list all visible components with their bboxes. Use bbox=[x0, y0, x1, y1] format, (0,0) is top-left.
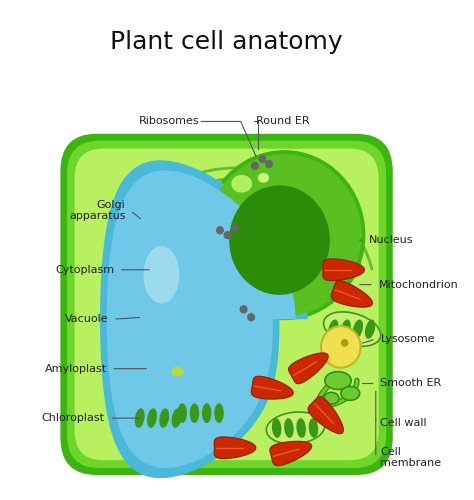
Ellipse shape bbox=[129, 402, 188, 434]
Ellipse shape bbox=[324, 312, 381, 346]
Circle shape bbox=[248, 314, 255, 320]
Ellipse shape bbox=[324, 392, 339, 404]
Ellipse shape bbox=[328, 320, 338, 338]
Ellipse shape bbox=[272, 418, 282, 438]
Text: Lysosome: Lysosome bbox=[381, 334, 435, 344]
Ellipse shape bbox=[365, 320, 375, 338]
Ellipse shape bbox=[147, 408, 157, 428]
Circle shape bbox=[224, 232, 231, 238]
Circle shape bbox=[266, 160, 273, 168]
Ellipse shape bbox=[141, 222, 214, 232]
Ellipse shape bbox=[258, 173, 269, 183]
Ellipse shape bbox=[229, 186, 330, 295]
Ellipse shape bbox=[341, 339, 348, 347]
Text: Vacuole: Vacuole bbox=[65, 314, 109, 324]
Text: Ribosomes: Ribosomes bbox=[138, 116, 199, 126]
Ellipse shape bbox=[172, 398, 230, 429]
Circle shape bbox=[240, 306, 247, 313]
Polygon shape bbox=[323, 259, 365, 280]
Text: Chloroplast: Chloroplast bbox=[42, 413, 105, 423]
Polygon shape bbox=[214, 437, 256, 458]
Ellipse shape bbox=[202, 404, 211, 423]
Circle shape bbox=[252, 162, 258, 170]
Ellipse shape bbox=[207, 154, 362, 316]
Ellipse shape bbox=[214, 404, 224, 423]
Ellipse shape bbox=[144, 246, 179, 304]
Text: Golgi
apparatus: Golgi apparatus bbox=[69, 200, 126, 221]
Ellipse shape bbox=[284, 418, 294, 438]
Circle shape bbox=[232, 225, 238, 232]
Ellipse shape bbox=[321, 326, 361, 368]
Ellipse shape bbox=[340, 320, 351, 338]
FancyBboxPatch shape bbox=[74, 148, 379, 460]
Polygon shape bbox=[251, 376, 293, 399]
Ellipse shape bbox=[266, 412, 325, 444]
Circle shape bbox=[259, 156, 266, 162]
Text: Amyloplast: Amyloplast bbox=[45, 364, 107, 374]
FancyBboxPatch shape bbox=[60, 134, 393, 475]
FancyBboxPatch shape bbox=[67, 140, 386, 468]
Ellipse shape bbox=[190, 404, 199, 423]
Ellipse shape bbox=[149, 350, 201, 388]
Ellipse shape bbox=[172, 408, 182, 428]
Text: Round ER: Round ER bbox=[256, 116, 310, 126]
Polygon shape bbox=[331, 281, 373, 307]
Text: Mitochondrion: Mitochondrion bbox=[379, 280, 458, 289]
Polygon shape bbox=[289, 353, 328, 384]
Ellipse shape bbox=[296, 418, 306, 438]
Ellipse shape bbox=[177, 404, 187, 423]
Ellipse shape bbox=[150, 250, 205, 260]
Ellipse shape bbox=[155, 264, 200, 274]
Ellipse shape bbox=[146, 236, 210, 246]
Ellipse shape bbox=[159, 408, 169, 428]
Polygon shape bbox=[270, 442, 312, 466]
Polygon shape bbox=[100, 160, 308, 478]
Polygon shape bbox=[107, 170, 295, 468]
Ellipse shape bbox=[309, 418, 318, 438]
Circle shape bbox=[217, 227, 223, 234]
Ellipse shape bbox=[341, 386, 360, 400]
Text: Smooth ER: Smooth ER bbox=[381, 378, 442, 388]
Ellipse shape bbox=[136, 208, 219, 219]
Ellipse shape bbox=[135, 408, 145, 428]
Ellipse shape bbox=[203, 150, 365, 320]
Text: Nucleus: Nucleus bbox=[369, 235, 414, 245]
Text: Plant cell anatomy: Plant cell anatomy bbox=[110, 30, 343, 54]
Text: Cytoplasm: Cytoplasm bbox=[55, 265, 114, 275]
Text: Cell wall: Cell wall bbox=[381, 418, 427, 428]
Ellipse shape bbox=[353, 320, 363, 338]
Ellipse shape bbox=[325, 372, 351, 390]
Polygon shape bbox=[308, 396, 343, 434]
Ellipse shape bbox=[231, 175, 252, 192]
Ellipse shape bbox=[171, 366, 184, 376]
Text: Cell
membrane: Cell membrane bbox=[381, 447, 442, 468]
